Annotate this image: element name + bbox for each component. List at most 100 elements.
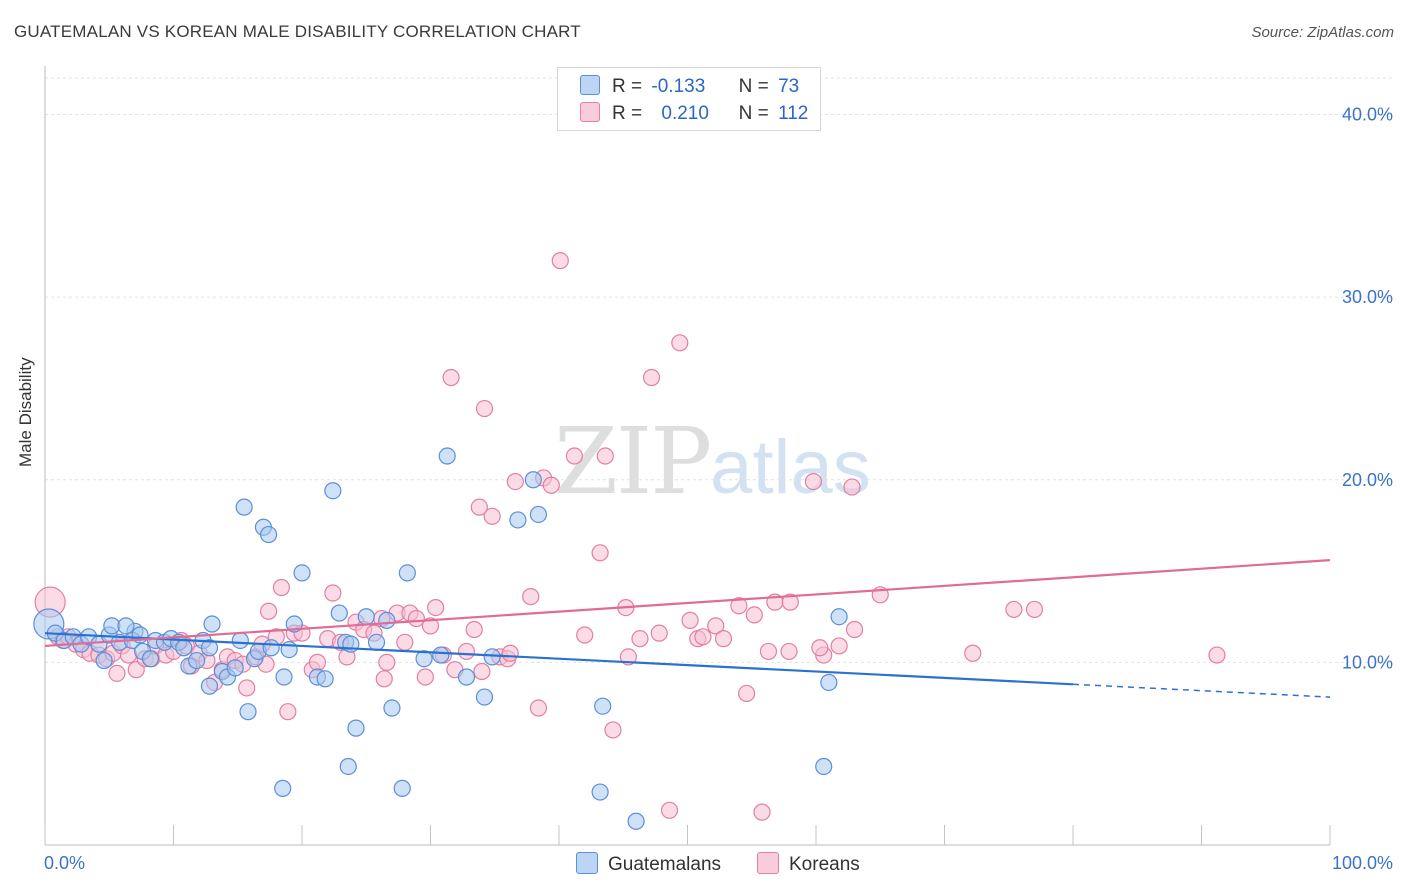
korean-point xyxy=(427,598,445,617)
korean-point xyxy=(830,637,848,655)
guatemalan-point xyxy=(347,719,365,737)
korean-point xyxy=(738,684,756,703)
korean-point xyxy=(604,721,622,739)
korean-point xyxy=(707,617,725,635)
guatemalan-point xyxy=(141,650,159,668)
korean-point xyxy=(811,639,829,657)
legend-r-label: R = xyxy=(612,103,643,124)
korean-point xyxy=(378,653,396,671)
bottom-legend-swatch-pink xyxy=(757,852,779,874)
legend-n-value: 112 xyxy=(778,103,809,124)
guatemalan-point xyxy=(239,703,257,721)
guatemalan-point xyxy=(293,564,311,582)
guatemalan-point xyxy=(203,615,221,633)
watermark-atlas: atlas xyxy=(710,425,871,510)
guatemalan-point xyxy=(509,511,527,529)
legend-r-value: 0.210 xyxy=(661,103,709,124)
guatemalan-point xyxy=(200,677,219,695)
guatemalan-point xyxy=(117,617,135,635)
guatemalan-trend-extension xyxy=(1072,683,1331,698)
korean-point xyxy=(457,642,476,661)
source-label: Source: ZipAtlas.com xyxy=(1251,24,1394,41)
guatemalan-point xyxy=(316,670,334,688)
korean-point xyxy=(522,588,540,606)
korean-point xyxy=(753,803,771,821)
guatemalan-point xyxy=(398,564,416,582)
korean-point xyxy=(1005,600,1023,619)
korean-point xyxy=(650,624,668,642)
korean-point xyxy=(591,544,609,562)
guatemalan-point xyxy=(457,668,476,686)
guatemalan-point xyxy=(235,498,253,516)
x-tick-label: 0.0% xyxy=(44,853,85,873)
x-tick-label: 100.0% xyxy=(1332,853,1393,873)
guatemalan-trend-line xyxy=(44,632,1074,686)
korean-point xyxy=(565,447,584,465)
korean-point xyxy=(596,447,614,465)
legend-swatch-pink xyxy=(580,102,600,122)
korean-point xyxy=(259,602,278,620)
guatemalan-point xyxy=(820,673,838,692)
korean-point xyxy=(396,633,414,651)
korean-point xyxy=(407,609,425,628)
bottom-legend-swatch-blue xyxy=(576,852,598,874)
korean-point xyxy=(576,626,594,644)
korean-point xyxy=(421,617,440,635)
legend-swatch-blue xyxy=(580,75,600,95)
legend-r-value: -0.133 xyxy=(651,76,706,97)
guatemalan-point xyxy=(262,639,280,657)
guatemalan-point xyxy=(95,651,113,670)
korean-point xyxy=(660,801,679,819)
korean-point xyxy=(714,630,733,648)
korean-point xyxy=(324,584,342,602)
y-tick-label: 20.0% xyxy=(1342,470,1393,490)
guatemalan-point xyxy=(475,688,494,706)
guatemalan-point xyxy=(627,812,645,830)
guatemalan-point xyxy=(339,757,357,776)
guatemalan-point xyxy=(594,697,612,715)
korean-point xyxy=(843,478,861,496)
korean-point xyxy=(1208,646,1226,664)
legend-n-value: 73 xyxy=(778,76,800,97)
korean-point xyxy=(501,644,519,662)
legend-r-label: R = xyxy=(612,76,643,97)
y-tick-label: 10.0% xyxy=(1342,652,1393,672)
y-tick-label: 30.0% xyxy=(1342,287,1393,307)
korean-point xyxy=(964,644,982,662)
korean-point xyxy=(416,668,434,686)
stats-legend: R = -0.133 N = 73 R = 0.210 N = 112 xyxy=(557,67,821,131)
guatemalan-point xyxy=(274,779,292,797)
korean-point xyxy=(781,593,799,611)
korean-point xyxy=(681,611,699,629)
guatemalan-point xyxy=(438,447,456,465)
korean-point xyxy=(475,399,494,418)
guatemalan-point xyxy=(815,757,833,776)
bottom-legend-guatemalans: Guatemalans xyxy=(576,852,721,876)
korean-point xyxy=(272,578,291,597)
legend-n-label: N = xyxy=(738,103,769,124)
korean-point xyxy=(631,630,649,648)
guatemalan-point xyxy=(483,648,501,666)
bottom-legend-label: Koreans xyxy=(789,854,860,875)
bottom-legend-label: Guatemalans xyxy=(608,854,722,875)
guatemalan-point xyxy=(330,604,348,622)
guatemalan-point xyxy=(524,471,542,489)
legend-row-guatemalans: R = -0.133 N = 73 xyxy=(580,75,799,99)
korean-point xyxy=(308,653,327,671)
korean-point xyxy=(804,472,823,491)
guatemalan-point xyxy=(432,646,450,664)
korean-point xyxy=(694,628,712,646)
guatemalan-point xyxy=(259,525,278,544)
legend-n-label: N = xyxy=(738,76,769,97)
korean-point xyxy=(470,498,488,516)
guatemalan-point xyxy=(415,650,433,668)
korean-point xyxy=(506,472,524,491)
guatemalan-point xyxy=(357,608,375,626)
korean-trend-line xyxy=(44,559,1331,648)
korean-point xyxy=(238,679,256,697)
korean-point xyxy=(442,368,460,387)
korean-point xyxy=(473,662,491,681)
guatemalan-point xyxy=(383,699,401,717)
y-tick-label: 40.0% xyxy=(1342,105,1393,125)
